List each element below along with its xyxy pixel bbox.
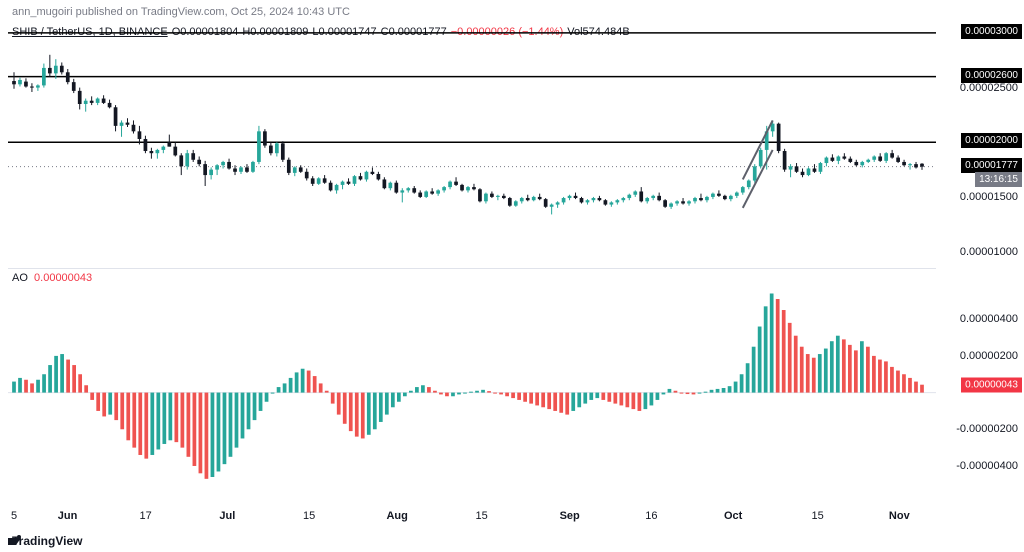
ao-tick: -0.00000400 bbox=[956, 460, 1018, 472]
footer-text: TradingView bbox=[12, 534, 82, 548]
time-tick: 15 bbox=[303, 510, 315, 522]
ao-value-box: 0.00000043 bbox=[961, 377, 1022, 392]
publish-info: ann_mugoiri published on TradingView.com… bbox=[12, 6, 350, 18]
pane-separator[interactable] bbox=[8, 268, 936, 269]
time-tick: Nov bbox=[889, 510, 910, 522]
ao-tick: 0.00000200 bbox=[960, 350, 1018, 362]
time-tick: Jul bbox=[219, 510, 235, 522]
price-tick: 0.00001500 bbox=[960, 191, 1018, 203]
countdown-box: 13:16:15 bbox=[975, 172, 1022, 187]
ao-chart-pane[interactable] bbox=[8, 288, 936, 488]
price-tick: 0.00001000 bbox=[960, 246, 1018, 258]
price-axis[interactable]: 0.00003000 0.000026000.00002500 0.00002000… bbox=[936, 22, 1024, 268]
price-level-box: 0.00003000 bbox=[961, 24, 1022, 39]
time-tick: 16 bbox=[645, 510, 657, 522]
time-axis[interactable]: 5 Jun 17 Jul 15 Aug 15 Sep 16 Oct 15 Nov bbox=[8, 510, 936, 528]
time-tick: Aug bbox=[386, 510, 407, 522]
time-tick: 15 bbox=[475, 510, 487, 522]
ao-axis[interactable]: 0.00000400 0.00000200 0.00000043 -0.0000020… bbox=[936, 288, 1024, 488]
price-level-box: 0.00002000 bbox=[961, 133, 1022, 148]
time-tick: Sep bbox=[560, 510, 580, 522]
ao-tick: -0.00000200 bbox=[956, 423, 1018, 435]
time-tick: 5 bbox=[11, 510, 17, 522]
ao-label: AO 0.00000043 bbox=[12, 272, 92, 284]
ao-name: AO bbox=[12, 272, 28, 284]
time-tick: Oct bbox=[724, 510, 742, 522]
price-level-box: 0.00002600 bbox=[961, 68, 1022, 83]
tradingview-logo[interactable]: TradingView bbox=[8, 534, 82, 548]
price-chart-pane[interactable] bbox=[8, 22, 936, 268]
time-tick: 17 bbox=[140, 510, 152, 522]
time-tick: Jun bbox=[58, 510, 78, 522]
price-tick: 0.00002500 bbox=[960, 82, 1018, 94]
ao-value: 0.00000043 bbox=[34, 272, 92, 284]
last-price-box: 0.00001777 bbox=[961, 158, 1022, 173]
ao-tick: 0.00000400 bbox=[960, 313, 1018, 325]
time-tick: 15 bbox=[811, 510, 823, 522]
